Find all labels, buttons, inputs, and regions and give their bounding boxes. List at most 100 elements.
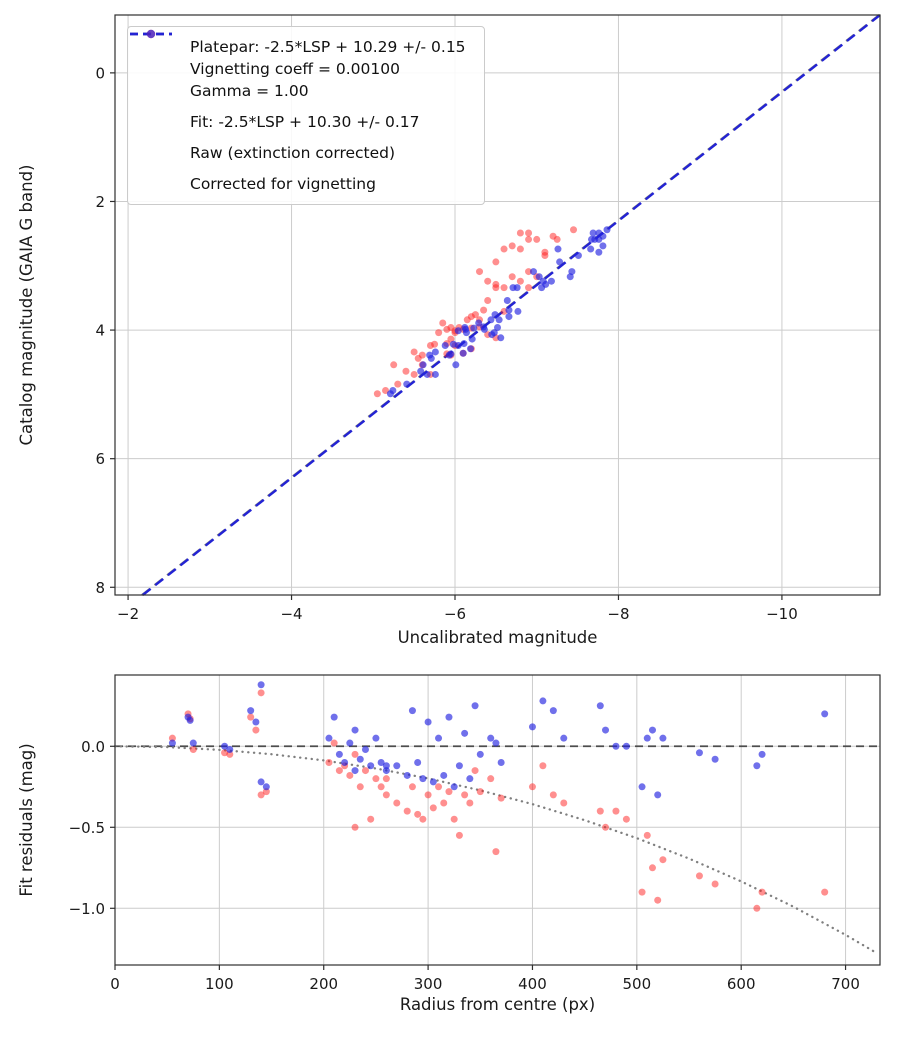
raw-residuals-point bbox=[758, 888, 766, 896]
raw-residuals-point bbox=[492, 848, 500, 856]
x-tick-label: −2 bbox=[117, 605, 139, 623]
raw-extinction-corrected-point bbox=[570, 226, 578, 234]
fit-line bbox=[142, 14, 881, 596]
corrected-residuals-point bbox=[247, 707, 255, 715]
corrected-residuals-point bbox=[335, 750, 343, 758]
corrected-residuals-point bbox=[257, 778, 265, 786]
corrected-for-vignetting-point bbox=[556, 258, 564, 266]
raw-residuals-point bbox=[643, 831, 651, 839]
corrected-residuals-point bbox=[476, 750, 484, 758]
raw-extinction-corrected-point bbox=[439, 319, 447, 327]
corrected-residuals-point bbox=[346, 739, 354, 747]
x-tick-label: 300 bbox=[414, 975, 443, 993]
raw-residuals-point bbox=[497, 794, 505, 802]
raw-extinction-corrected-point bbox=[533, 235, 541, 243]
y-tick-label: 8 bbox=[95, 579, 105, 597]
raw-residuals-point bbox=[257, 689, 265, 697]
corrected-residuals-point bbox=[622, 742, 630, 750]
raw-residuals-point bbox=[461, 791, 469, 799]
corrected-residuals-point bbox=[612, 742, 620, 750]
corrected-for-vignetting-point bbox=[542, 280, 550, 288]
x-tick-label: 0 bbox=[110, 975, 120, 993]
axes-frame bbox=[114, 674, 881, 966]
corrected-for-vignetting-point bbox=[505, 313, 513, 321]
raw-residuals-point bbox=[424, 791, 432, 799]
corrected-for-vignetting-point bbox=[587, 245, 595, 253]
raw-extinction-corrected-point bbox=[525, 284, 533, 292]
raw-residuals-point bbox=[257, 791, 265, 799]
raw-residuals-point bbox=[695, 872, 703, 880]
raw-extinction-corrected-point bbox=[484, 296, 492, 304]
corrected-residuals-point bbox=[408, 707, 416, 715]
y-tick-label: −1.0 bbox=[69, 900, 105, 918]
corrected-for-vignetting-point bbox=[423, 370, 431, 378]
raw-residuals-point bbox=[226, 750, 234, 758]
corrected-for-vignetting-point bbox=[595, 229, 603, 237]
corrected-for-vignetting-point bbox=[431, 370, 439, 378]
raw-residuals-point bbox=[596, 807, 604, 815]
corrected-for-vignetting-point bbox=[599, 242, 607, 250]
corrected-residuals-point bbox=[221, 742, 229, 750]
corrected-residuals-point bbox=[330, 713, 338, 721]
corrected-for-vignetting-point bbox=[452, 361, 460, 369]
raw-residuals-point bbox=[435, 783, 443, 791]
corrected-for-vignetting-point bbox=[454, 327, 462, 335]
raw-residuals-point bbox=[189, 746, 197, 754]
corrected-residuals-point bbox=[643, 734, 651, 742]
x-tick-label: 200 bbox=[309, 975, 338, 993]
raw-extinction-corrected-point bbox=[390, 361, 398, 369]
corrected-residuals-point bbox=[648, 726, 656, 734]
raw-residuals-point bbox=[403, 807, 411, 815]
legend-label-platepar-3: Gamma = 1.00 bbox=[190, 82, 309, 100]
corrected-for-vignetting-point bbox=[460, 340, 468, 348]
legend-label-raw: Raw (extinction corrected) bbox=[190, 144, 396, 162]
raw-extinction-corrected-point bbox=[435, 329, 443, 337]
corrected-for-vignetting-point bbox=[589, 229, 597, 237]
raw-extinction-corrected-point bbox=[549, 232, 557, 240]
raw-extinction-corrected-point bbox=[463, 316, 471, 324]
corrected-residuals-point bbox=[189, 739, 197, 747]
raw-residuals-point bbox=[528, 783, 536, 791]
legend-entry-fit: Fit: -2.5*LSP + 10.30 +/- 0.17 bbox=[130, 32, 466, 133]
x-tick-label: 600 bbox=[727, 975, 756, 993]
raw-residuals-point bbox=[325, 758, 333, 766]
corrected-residuals-point bbox=[168, 739, 176, 747]
raw-residuals-point bbox=[382, 791, 390, 799]
raw-residuals-point bbox=[382, 775, 390, 783]
corrected-residuals-point bbox=[753, 762, 761, 770]
raw-residuals-point bbox=[659, 856, 667, 864]
raw-residuals-point bbox=[612, 807, 620, 815]
raw-residuals-point bbox=[372, 775, 380, 783]
legend-label-fit: Fit: -2.5*LSP + 10.30 +/- 0.17 bbox=[190, 113, 420, 131]
raw-extinction-corrected-point bbox=[414, 354, 422, 362]
raw-residuals-point bbox=[450, 815, 458, 823]
corrected-residuals-point bbox=[659, 734, 667, 742]
raw-extinction-corrected-point bbox=[500, 284, 508, 292]
raw-residuals-point bbox=[440, 799, 448, 807]
corrected-residuals-point bbox=[549, 707, 557, 715]
corrected-residuals-point bbox=[497, 758, 505, 766]
corrected-for-vignetting-point bbox=[505, 306, 513, 314]
corrected-residuals-point bbox=[471, 702, 479, 710]
corrected-residuals-point bbox=[226, 746, 234, 754]
corrected-for-vignetting-point bbox=[419, 361, 427, 369]
corrected-for-vignetting-point bbox=[427, 354, 435, 362]
raw-residuals-point bbox=[821, 888, 829, 896]
raw-residuals-point bbox=[377, 783, 385, 791]
corrected-for-vignetting-point bbox=[513, 284, 521, 292]
y-tick-label: 2 bbox=[95, 193, 105, 211]
legend: Platepar: -2.5*LSP + 10.29 +/- 0.15 Vign… bbox=[127, 26, 485, 205]
raw-extinction-corrected-point bbox=[471, 311, 479, 319]
corrected-residuals-point bbox=[262, 783, 270, 791]
x-tick-label: 500 bbox=[623, 975, 652, 993]
corrected-residuals-point bbox=[325, 734, 333, 742]
corrected-for-vignetting-point bbox=[449, 340, 457, 348]
corrected-for-vignetting-point bbox=[461, 324, 469, 332]
corrected-for-vignetting-point bbox=[497, 334, 505, 342]
raw-extinction-corrected-point bbox=[500, 245, 508, 253]
raw-residuals-point bbox=[602, 823, 610, 831]
raw-residuals-point bbox=[622, 815, 630, 823]
raw-residuals-point bbox=[414, 810, 422, 818]
raw-residuals-point bbox=[367, 815, 375, 823]
corrected-for-vignetting-point bbox=[470, 324, 478, 332]
